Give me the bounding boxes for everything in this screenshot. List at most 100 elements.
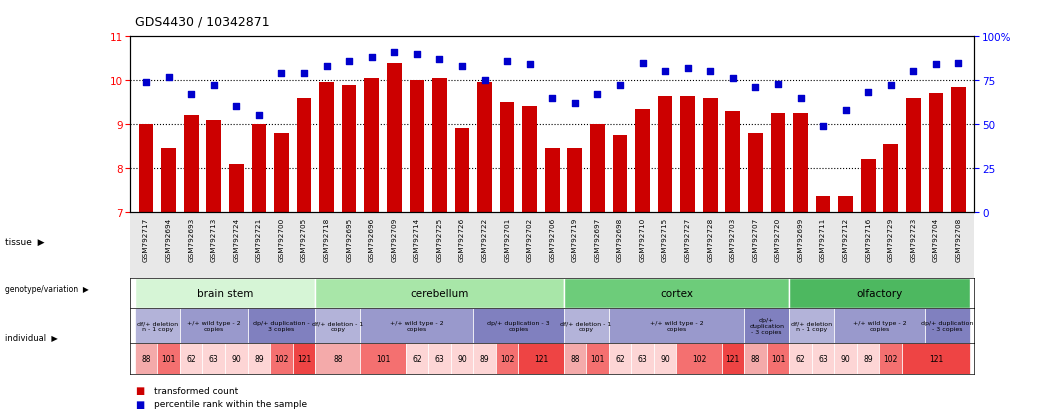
Text: df/+ deletion
n - 1 copy: df/+ deletion n - 1 copy bbox=[791, 320, 833, 331]
Text: GSM792718: GSM792718 bbox=[324, 218, 329, 262]
Text: percentile rank within the sample: percentile rank within the sample bbox=[154, 399, 307, 408]
Text: GSM792720: GSM792720 bbox=[775, 218, 780, 262]
Text: 88: 88 bbox=[333, 354, 343, 363]
Bar bbox=[609, 344, 631, 374]
Bar bbox=[477, 83, 492, 212]
Bar bbox=[564, 278, 789, 308]
Text: GSM792726: GSM792726 bbox=[458, 218, 465, 262]
Bar bbox=[428, 344, 451, 374]
Text: GSM792696: GSM792696 bbox=[369, 218, 375, 262]
Point bbox=[499, 58, 516, 65]
Text: GSM792711: GSM792711 bbox=[820, 218, 826, 262]
Point bbox=[476, 78, 493, 84]
Bar bbox=[835, 344, 857, 374]
Text: GSM792725: GSM792725 bbox=[437, 218, 443, 262]
Text: 121: 121 bbox=[928, 354, 943, 363]
Text: dp/+ duplication - 3
copies: dp/+ duplication - 3 copies bbox=[487, 320, 550, 331]
Text: 63: 63 bbox=[208, 354, 219, 363]
Point bbox=[702, 69, 719, 76]
Text: 102: 102 bbox=[884, 354, 898, 363]
Text: GSM792727: GSM792727 bbox=[685, 218, 691, 262]
Bar bbox=[316, 308, 361, 344]
Text: GDS4430 / 10342871: GDS4430 / 10342871 bbox=[135, 16, 270, 29]
Bar bbox=[748, 133, 763, 212]
Bar bbox=[725, 112, 740, 212]
Bar bbox=[180, 344, 202, 374]
Text: individual  ▶: individual ▶ bbox=[5, 332, 58, 341]
Text: GSM792706: GSM792706 bbox=[549, 218, 555, 262]
Point bbox=[883, 83, 899, 90]
Point bbox=[250, 113, 267, 119]
Text: 102: 102 bbox=[500, 354, 515, 363]
Bar bbox=[924, 308, 970, 344]
Text: df/+ deletion - 1
copy: df/+ deletion - 1 copy bbox=[561, 320, 612, 331]
Text: +/+ wild type - 2
copies: +/+ wild type - 2 copies bbox=[187, 320, 241, 331]
Text: GSM792693: GSM792693 bbox=[189, 218, 194, 262]
Bar bbox=[636, 109, 650, 212]
Text: 101: 101 bbox=[162, 354, 176, 363]
Point bbox=[138, 79, 154, 86]
Bar bbox=[564, 344, 586, 374]
Text: GSM792705: GSM792705 bbox=[301, 218, 307, 262]
Text: GSM792713: GSM792713 bbox=[210, 218, 217, 262]
Bar bbox=[297, 98, 312, 212]
Text: GSM792717: GSM792717 bbox=[143, 218, 149, 262]
Text: GSM792704: GSM792704 bbox=[933, 218, 939, 262]
Bar bbox=[545, 149, 560, 212]
Text: olfactory: olfactory bbox=[857, 288, 902, 298]
Bar bbox=[680, 96, 695, 212]
Bar bbox=[789, 308, 835, 344]
Point bbox=[453, 64, 470, 70]
Text: GSM792701: GSM792701 bbox=[504, 218, 511, 262]
Text: GSM792694: GSM792694 bbox=[166, 218, 172, 262]
Bar bbox=[902, 344, 970, 374]
Bar bbox=[816, 197, 830, 212]
Bar bbox=[951, 88, 966, 212]
Bar bbox=[134, 344, 157, 374]
Point bbox=[160, 74, 177, 81]
Bar bbox=[564, 308, 609, 344]
Text: 121: 121 bbox=[534, 354, 548, 363]
Text: 101: 101 bbox=[771, 354, 785, 363]
Text: GSM792722: GSM792722 bbox=[481, 218, 488, 262]
Text: 121: 121 bbox=[297, 354, 312, 363]
Bar bbox=[180, 308, 248, 344]
Bar bbox=[270, 344, 293, 374]
Bar bbox=[274, 133, 289, 212]
Bar bbox=[744, 344, 767, 374]
Bar bbox=[835, 308, 924, 344]
Bar bbox=[568, 149, 582, 212]
Bar bbox=[134, 278, 316, 308]
Bar bbox=[839, 197, 853, 212]
Text: GSM792721: GSM792721 bbox=[256, 218, 262, 262]
Point bbox=[182, 92, 199, 98]
Point bbox=[296, 71, 313, 77]
Bar bbox=[857, 344, 879, 374]
Point bbox=[341, 58, 357, 65]
Bar bbox=[225, 344, 248, 374]
Bar bbox=[861, 160, 875, 212]
Text: dp/+ duplication -
3 copies: dp/+ duplication - 3 copies bbox=[253, 320, 309, 331]
Text: GSM792715: GSM792715 bbox=[662, 218, 668, 262]
Bar bbox=[519, 344, 564, 374]
Point bbox=[228, 104, 245, 111]
Text: 89: 89 bbox=[254, 354, 264, 363]
Text: GSM792703: GSM792703 bbox=[729, 218, 736, 262]
Text: +/+ wild type - 2
copies: +/+ wild type - 2 copies bbox=[390, 320, 444, 331]
Text: 63: 63 bbox=[638, 354, 647, 363]
Bar bbox=[879, 344, 902, 374]
Bar bbox=[361, 308, 473, 344]
Bar bbox=[410, 81, 424, 212]
Point bbox=[770, 81, 787, 88]
Text: 88: 88 bbox=[570, 354, 579, 363]
Text: GSM792702: GSM792702 bbox=[526, 218, 532, 262]
Text: 121: 121 bbox=[725, 354, 740, 363]
Bar bbox=[139, 125, 153, 212]
Text: GSM792729: GSM792729 bbox=[888, 218, 894, 262]
Bar bbox=[703, 98, 718, 212]
Bar bbox=[454, 129, 469, 212]
Text: +/+ wild type - 2
copies: +/+ wild type - 2 copies bbox=[852, 320, 907, 331]
Bar bbox=[653, 344, 676, 374]
Text: 89: 89 bbox=[479, 354, 490, 363]
Bar bbox=[451, 344, 473, 374]
